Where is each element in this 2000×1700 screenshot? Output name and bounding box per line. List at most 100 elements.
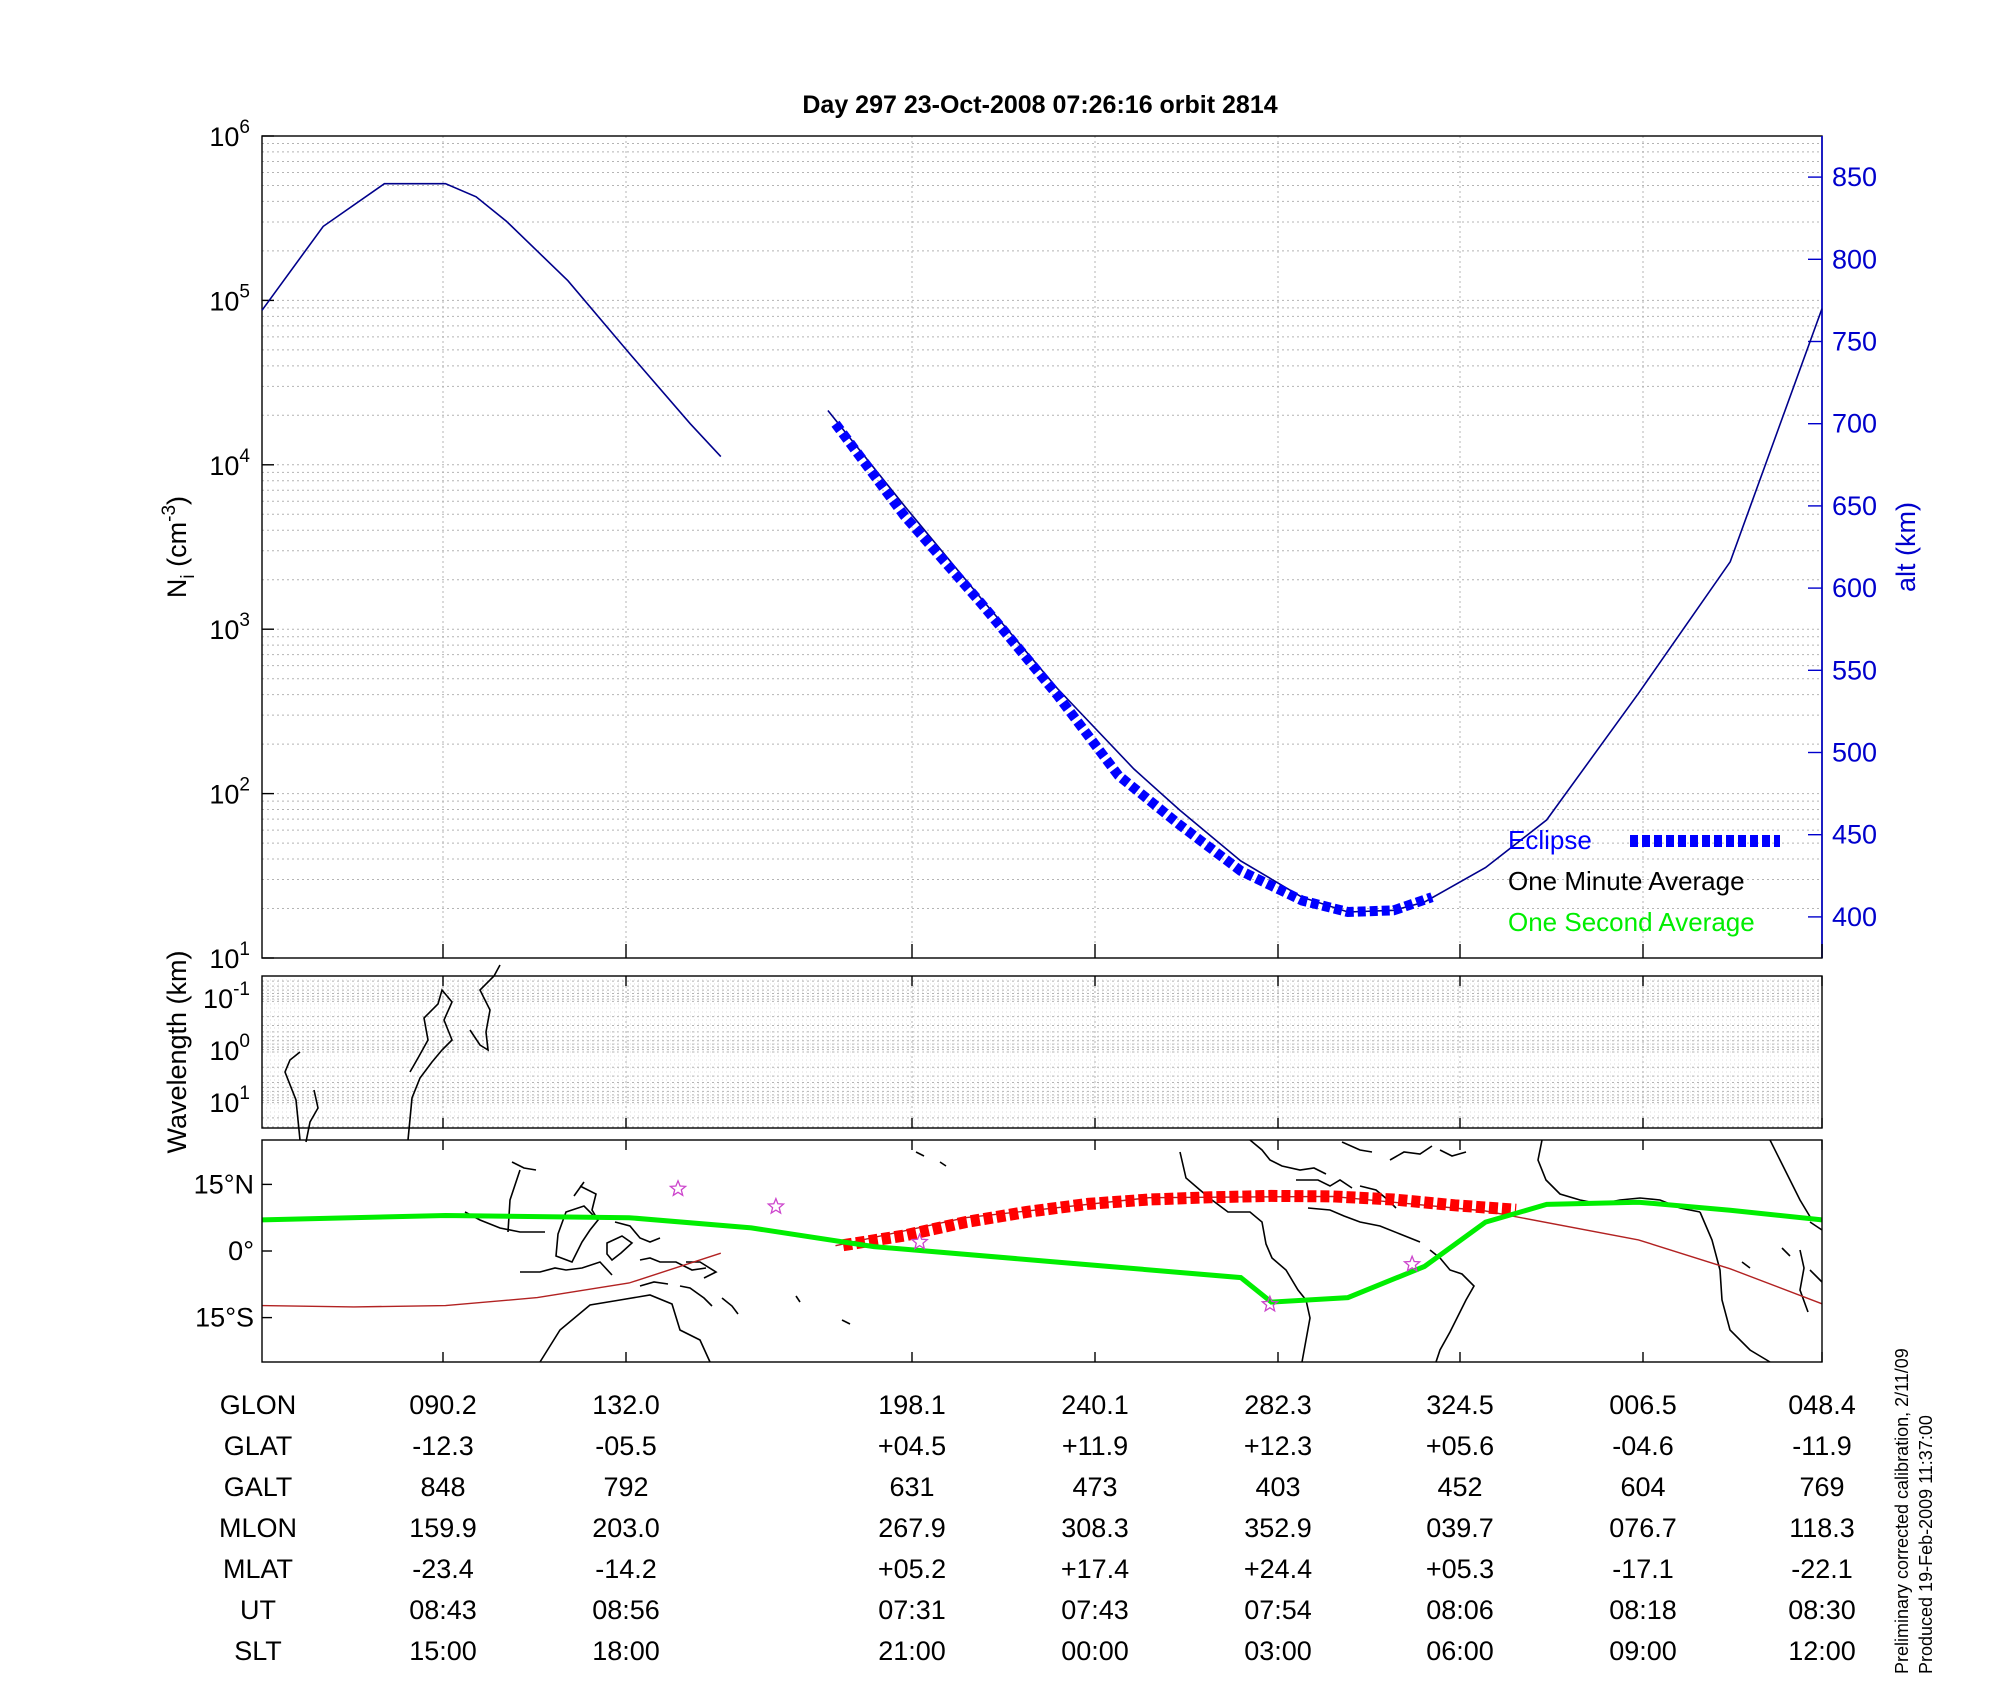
- y-tick-label: 106: [209, 117, 250, 152]
- table-cell: +12.3: [1244, 1431, 1312, 1461]
- legend-label-one-second: One Second Average: [1508, 907, 1755, 937]
- table-cell: 324.5: [1426, 1390, 1494, 1420]
- altitude-line: [261, 182, 722, 458]
- table-cell: 03:00: [1244, 1636, 1312, 1666]
- table-cell: 452: [1437, 1472, 1482, 1502]
- map-lat-ticks: 15°N 0° 15°S: [194, 1169, 272, 1333]
- table-cell: 07:54: [1244, 1595, 1312, 1625]
- table-cell: 090.2: [409, 1390, 477, 1420]
- table-cell: 08:56: [592, 1595, 660, 1625]
- y-tick-label: 105: [209, 281, 250, 316]
- table-cell: 07:31: [878, 1595, 946, 1625]
- table-cell: 308.3: [1061, 1513, 1129, 1543]
- table-cell: 12:00: [1788, 1636, 1856, 1666]
- chart-title: Day 297 23-Oct-2008 07:26:16 orbit 2814: [802, 91, 1277, 119]
- star-marker: [1402, 1254, 1422, 1273]
- ylabel-units-close: ): [162, 496, 192, 505]
- ground-track-line: [835, 1195, 1823, 1305]
- table-cell: 15:00: [409, 1636, 477, 1666]
- table-cell: -22.1: [1791, 1554, 1853, 1584]
- y-tick-label: 104: [209, 446, 250, 481]
- y-tick-base: 10: [209, 122, 239, 152]
- table-cell: -11.9: [1792, 1431, 1852, 1461]
- alt-tick-label: 600: [1832, 573, 1877, 603]
- table-row-label: GALT: [224, 1472, 293, 1502]
- map-frame: [261, 1139, 1823, 1363]
- table-cell: 08:30: [1788, 1595, 1856, 1625]
- lat-tick-label: 15°S: [195, 1303, 254, 1333]
- table-cell: 08:18: [1609, 1595, 1677, 1625]
- star-marker: [1260, 1294, 1280, 1313]
- table-cell: 048.4: [1788, 1390, 1856, 1420]
- eclipse-track-line: [842, 1189, 1517, 1252]
- table-cell: 118.3: [1789, 1513, 1855, 1543]
- table-cell: 039.7: [1426, 1513, 1494, 1543]
- ylabel-sub: i: [178, 574, 199, 578]
- y-tick-base: 10: [209, 286, 239, 316]
- orbit-table: GLON 090.2 132.0 198.1 240.1 282.3 324.5 006.5 0…: [219, 1390, 1856, 1666]
- footer-line-2: Produced 19-Feb-2009 11:37:00: [1916, 1415, 1936, 1674]
- table-cell: +05.3: [1426, 1554, 1494, 1584]
- table-cell: 08:43: [409, 1595, 477, 1625]
- y-tick-exponent: 5: [239, 281, 250, 302]
- table-cell: 07:43: [1061, 1595, 1129, 1625]
- table-row-label: UT: [240, 1595, 276, 1625]
- ylabel-units-exp: -3: [159, 505, 180, 522]
- density-x-ticks: [442, 944, 1823, 958]
- wavelength-tick-exponent: -1: [233, 979, 250, 1000]
- map-panel: 15°N 0° 15°S: [194, 964, 1823, 1363]
- table-cell: 792: [603, 1472, 648, 1502]
- altitude-ylabel: alt (km): [1891, 502, 1921, 592]
- wavelength-tick-label: 101: [209, 1083, 250, 1118]
- table-cell: 282.3: [1244, 1390, 1312, 1420]
- y-tick-label: 103: [209, 610, 250, 645]
- table-cell: 18:00: [592, 1636, 660, 1666]
- y-tick-exponent: 1: [239, 939, 250, 960]
- star-marker: [766, 1196, 786, 1215]
- table-cell: 403: [1255, 1472, 1300, 1502]
- table-row-label: GLON: [220, 1390, 297, 1420]
- y-tick-label: 101: [209, 939, 250, 974]
- table-cell: -23.4: [412, 1554, 474, 1584]
- y-tick-exponent: 3: [239, 610, 250, 631]
- wavelength-tick-label: 100: [209, 1031, 250, 1066]
- lat-tick-label: 0°: [228, 1236, 254, 1266]
- alt-tick-label: 400: [1832, 902, 1877, 932]
- altitude-y-ticks: 400 450 500 550 600 650 700 750 800 850: [1808, 162, 1877, 932]
- wavelength-tick-exponent: 0: [239, 1031, 250, 1052]
- table-cell: +04.5: [878, 1431, 946, 1461]
- table-cell: 006.5: [1609, 1390, 1677, 1420]
- footer-line-1: Preliminary corrected calibration, 2/11/…: [1892, 1348, 1912, 1674]
- y-tick-base: 10: [209, 615, 239, 645]
- table-cell: 769: [1799, 1472, 1844, 1502]
- wavelength-tick-label: 10-1: [203, 979, 250, 1014]
- table-cell: 631: [889, 1472, 934, 1502]
- legend-label-eclipse: Eclipse: [1508, 825, 1592, 855]
- alt-tick-label: 850: [1832, 162, 1877, 192]
- star-marker: [910, 1232, 929, 1251]
- alt-tick-label: 750: [1832, 327, 1877, 357]
- wavelength-tick-exponent: 1: [239, 1083, 250, 1104]
- wavelength-tick-base: 10: [209, 1088, 239, 1118]
- table-cell: 21:00: [878, 1636, 946, 1666]
- coastlines: [284, 964, 1823, 1363]
- table-cell: -14.2: [595, 1554, 657, 1584]
- wavelength-tick-base: 10: [203, 984, 233, 1014]
- density-series: [261, 182, 1823, 918]
- star-marker: [668, 1179, 688, 1197]
- map-stars: [668, 1179, 1422, 1313]
- table-row-label: SLT: [234, 1636, 282, 1666]
- alt-tick-label: 700: [1832, 409, 1877, 439]
- table-cell: -04.6: [1612, 1431, 1674, 1461]
- table-row-label: GLAT: [224, 1431, 293, 1461]
- wavelength-plot-frame: [261, 975, 1823, 1129]
- altitude-line: [827, 308, 1823, 913]
- map-x-ticks: [442, 1140, 1823, 1362]
- table-cell: 198.1: [878, 1390, 946, 1420]
- table-cell: 267.9: [878, 1513, 946, 1543]
- table-cell: 132.0: [592, 1390, 660, 1420]
